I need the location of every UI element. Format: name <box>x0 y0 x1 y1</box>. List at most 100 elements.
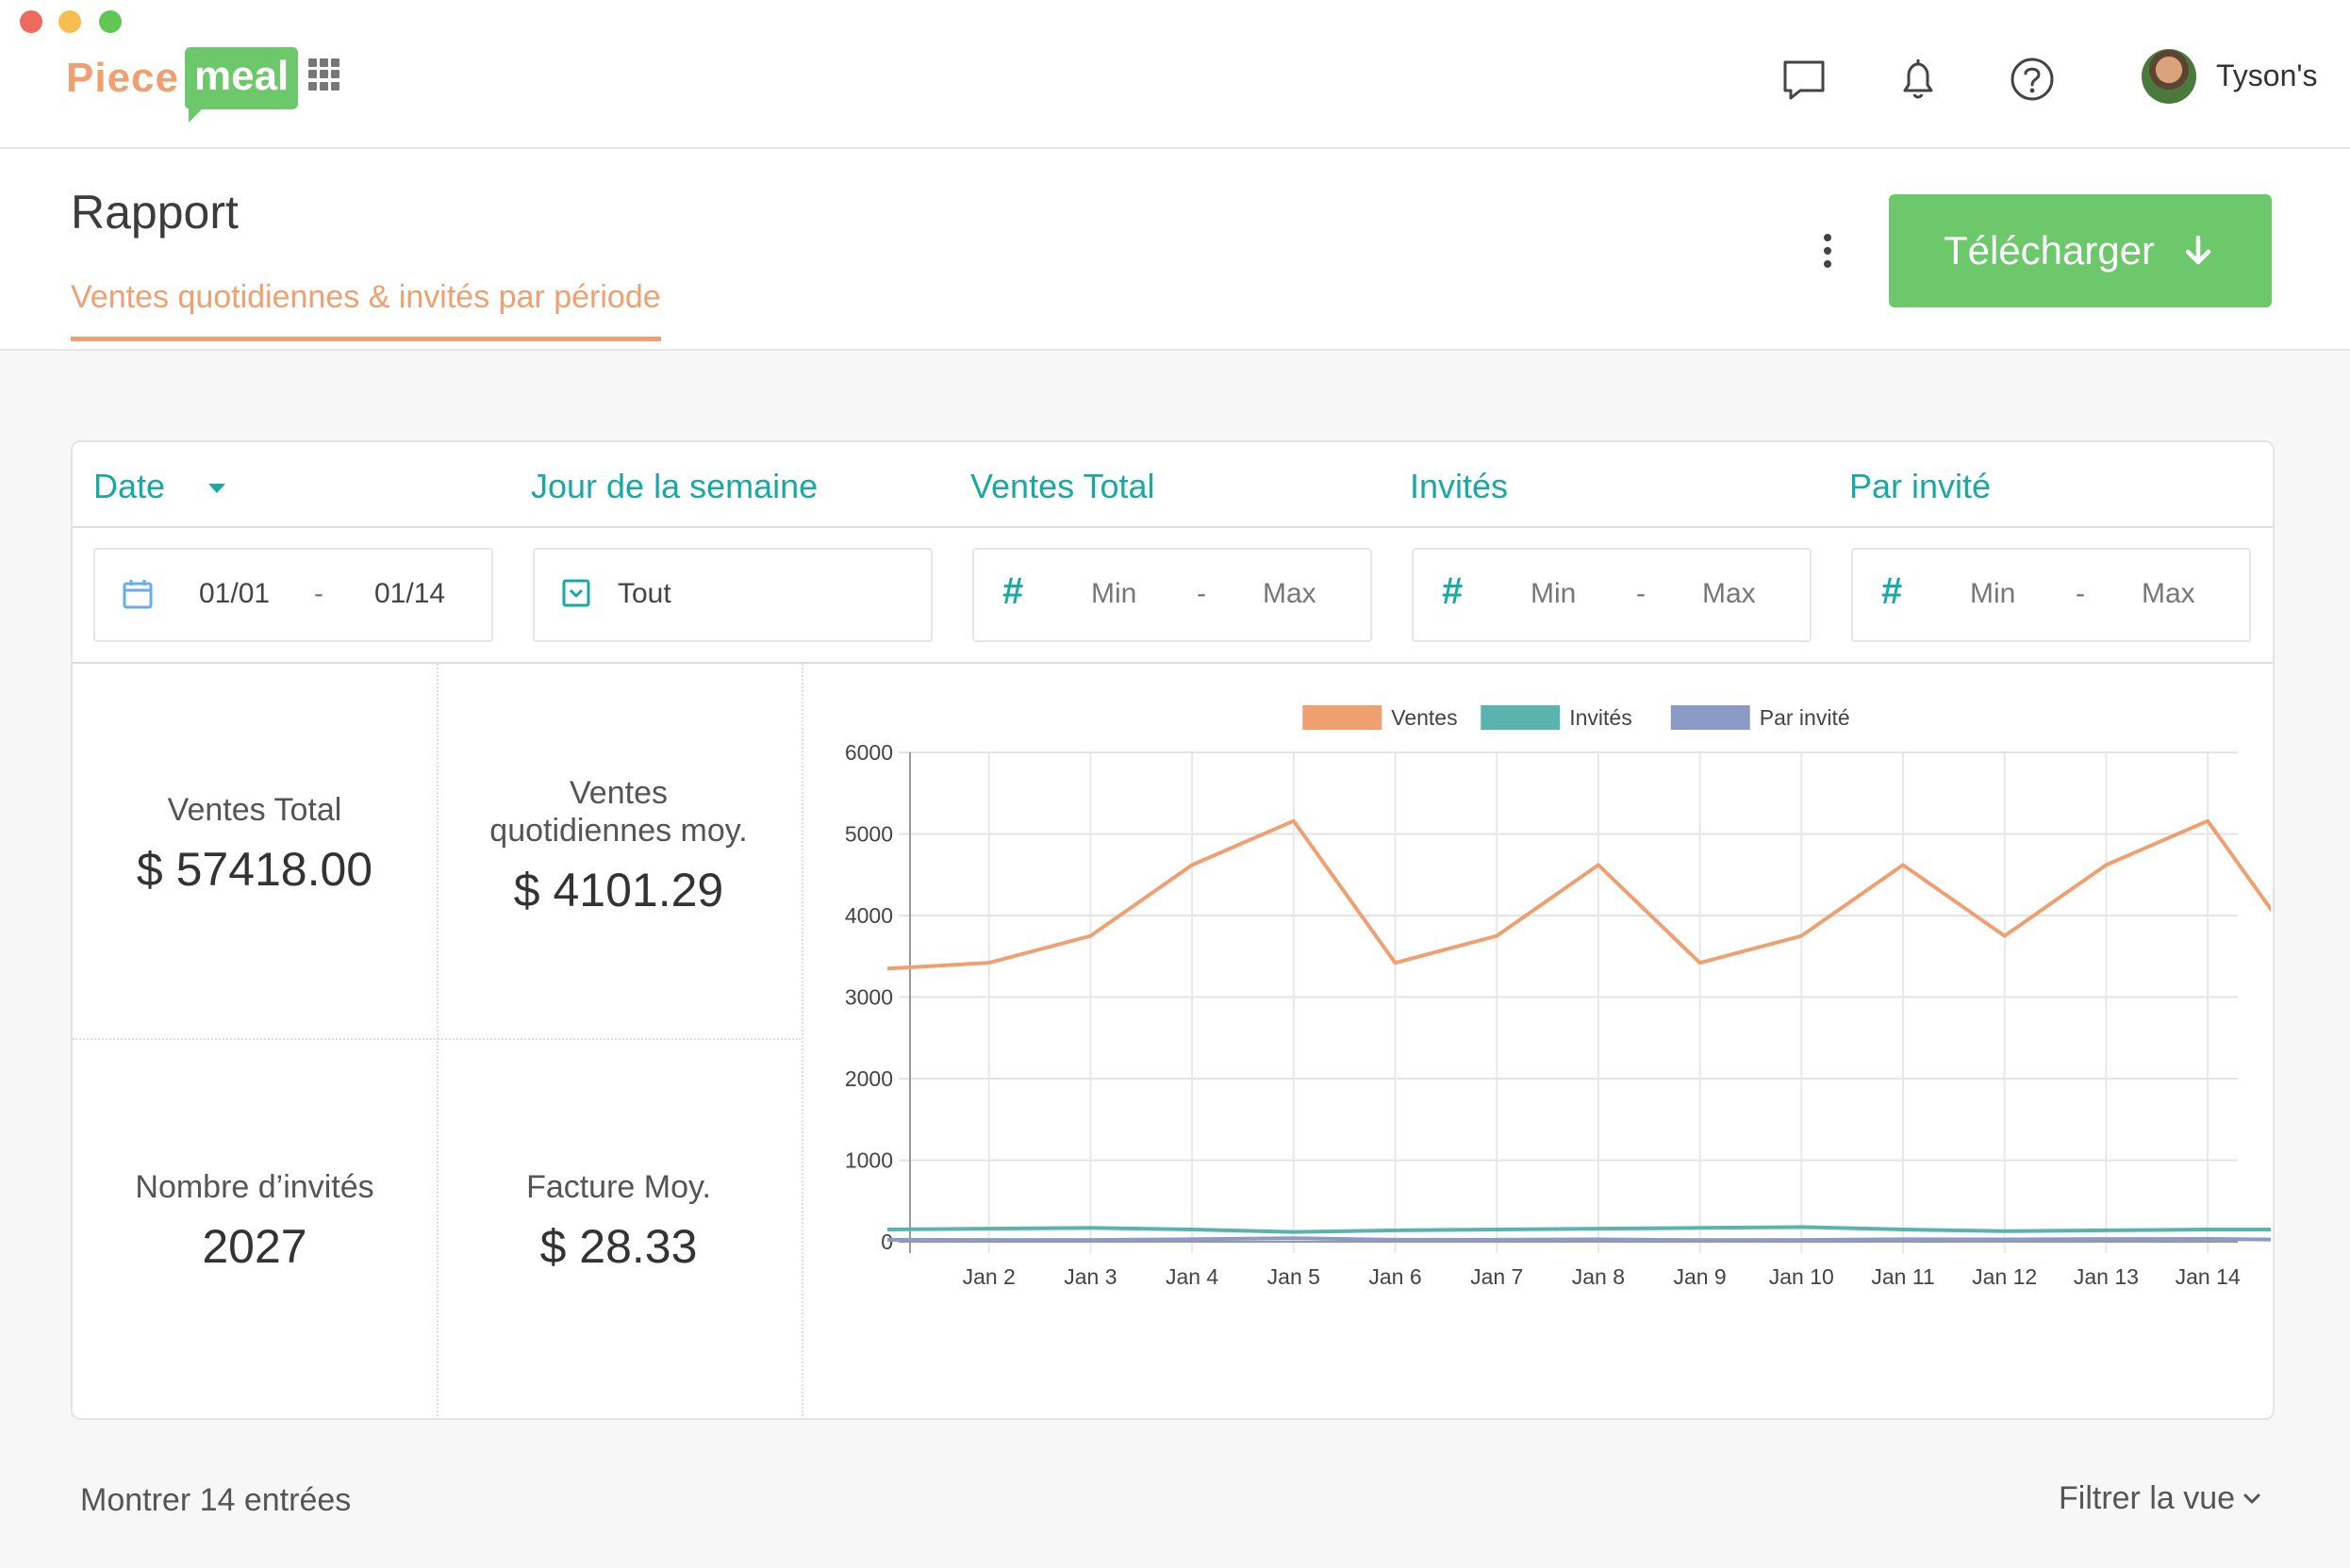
window-minimize-button[interactable] <box>58 10 81 33</box>
x-tick-label: Jan 6 <box>1368 1264 1421 1289</box>
calendar-icon <box>123 580 153 609</box>
column-header-weekday[interactable]: Jour de la semaine <box>531 467 819 505</box>
arrow-down-icon <box>2185 235 2211 265</box>
report-card: Date Jour de la semaine Ventes Total Inv… <box>71 440 2275 1420</box>
max-input[interactable]: Max <box>2142 578 2195 609</box>
guests-range-filter[interactable]: # Min - Max <box>1412 548 1812 642</box>
apps-grid-icon[interactable] <box>308 58 340 91</box>
sales-guests-line-chart: 0 1000 2000 3000 4000 5000 6000 Jan 2 Jan 3 Jan 4… <box>845 705 2271 1289</box>
stat-label: Ventes Total <box>167 792 342 828</box>
date-separator: - <box>314 578 323 609</box>
y-tick-label: 1000 <box>845 1148 893 1173</box>
date-range-filter[interactable]: 01/01 - 01/14 <box>93 548 493 642</box>
stat-value: $ 28.33 <box>539 1220 698 1273</box>
piecemeal-logo[interactable]: Piece meal <box>66 45 299 123</box>
legend-swatch <box>1302 705 1382 730</box>
stat-daily-average: Ventes quotidiennes moy. $ 4101.29 <box>437 665 801 1038</box>
header-divider <box>73 526 2273 528</box>
x-tick-label: Jan 10 <box>1769 1264 1834 1289</box>
download-button[interactable]: Télécharger <box>1889 194 2272 307</box>
legend-label: Par invité <box>1760 705 1850 730</box>
series-line-invités <box>886 1225 2271 1234</box>
total-sales-range-filter[interactable]: # Min - Max <box>972 548 1372 642</box>
stat-average-bill: Facture Moy. $ 28.33 <box>437 1040 801 1413</box>
y-tick-label: 3000 <box>845 985 893 1010</box>
help-icon[interactable] <box>2008 55 2057 104</box>
column-header-date-label: Date <box>93 467 166 505</box>
stats-divider <box>802 664 803 1416</box>
more-options-icon[interactable] <box>1822 234 1833 272</box>
user-avatar[interactable] <box>2142 49 2196 104</box>
window-zoom-button[interactable] <box>99 10 122 33</box>
tab-daily-sales-guests[interactable]: Ventes quotidiennes & invités par périod… <box>71 279 661 341</box>
weekday-filter[interactable]: Tout <box>533 548 933 642</box>
number-hash-icon: # <box>1442 570 1464 612</box>
stats-divider <box>437 664 439 1416</box>
stat-total-sales: Ventes Total $ 57418.00 <box>73 665 437 1038</box>
min-input[interactable]: Min <box>1091 578 1137 609</box>
x-tick-label: Jan 13 <box>2074 1264 2139 1289</box>
x-tick-label: Jan 5 <box>1267 1264 1320 1289</box>
number-hash-icon: # <box>1002 570 1024 612</box>
legend-swatch <box>1670 705 1750 730</box>
chevron-down-icon <box>2243 1494 2260 1503</box>
column-header-per-guest[interactable]: Par invité <box>1849 467 1992 505</box>
page-title: Rapport <box>71 186 239 239</box>
y-tick-label: 6000 <box>845 740 893 765</box>
legend-label: Invités <box>1569 705 1631 730</box>
x-tick-label: Jan 3 <box>1064 1264 1117 1289</box>
y-tick-label: 2000 <box>845 1066 893 1091</box>
y-tick-label: 4000 <box>845 903 893 928</box>
bell-icon[interactable] <box>1894 55 1943 104</box>
date-to-value[interactable]: 01/14 <box>374 578 446 609</box>
per-guest-range-filter[interactable]: # Min - Max <box>1851 548 2251 642</box>
top-bar: Piece meal Tyson's <box>0 0 2350 149</box>
entries-count[interactable]: Montrer 14 entrées <box>80 1482 352 1518</box>
stat-value: $ 57418.00 <box>136 843 373 896</box>
chat-icon[interactable] <box>1779 55 1829 104</box>
x-tick-label: Jan 8 <box>1572 1264 1625 1289</box>
user-name[interactable]: Tyson's <box>2216 58 2318 92</box>
filter-view-label: Filtrer la vue <box>2059 1480 2236 1516</box>
page-header: Rapport Ventes quotidiennes & invités pa… <box>0 149 2350 351</box>
range-separator: - <box>2076 578 2085 609</box>
stat-value: 2027 <box>202 1220 307 1273</box>
dropdown-select-icon <box>562 579 590 607</box>
legend-label: Ventes <box>1391 705 1457 730</box>
logo-text-meal: meal <box>184 47 299 123</box>
download-button-label: Télécharger <box>1943 228 2156 272</box>
number-hash-icon: # <box>1881 570 1903 612</box>
min-input[interactable]: Min <box>1970 578 2016 609</box>
max-input[interactable]: Max <box>1702 578 1756 609</box>
sort-caret-icon <box>208 484 226 494</box>
series-line-par-invité <box>886 1236 2271 1243</box>
y-tick-label: 5000 <box>845 822 893 847</box>
filter-divider <box>73 662 2273 664</box>
x-tick-label: Jan 11 <box>1871 1264 1934 1289</box>
weekday-filter-value: Tout <box>618 578 671 609</box>
x-tick-label: Jan 12 <box>1972 1264 2037 1289</box>
x-tick-label: Jan 7 <box>1470 1264 1523 1289</box>
y-tick-label: 0 <box>881 1230 893 1254</box>
x-tick-label: Jan 14 <box>2176 1264 2241 1289</box>
range-separator: - <box>1197 578 1206 609</box>
stat-label: Nombre d’invités <box>135 1169 374 1205</box>
x-tick-label: Jan 4 <box>1166 1264 1218 1289</box>
column-header-date[interactable]: Date <box>93 467 227 506</box>
window-close-button[interactable] <box>20 10 42 33</box>
legend-swatch <box>1481 705 1561 730</box>
stat-guest-count: Nombre d’invités 2027 <box>73 1040 437 1413</box>
x-tick-label: Jan 9 <box>1673 1264 1726 1289</box>
logo-text-piece: Piece <box>66 55 179 101</box>
max-input[interactable]: Max <box>1263 578 1316 609</box>
column-header-guests[interactable]: Invités <box>1410 467 1509 505</box>
stats-divider <box>73 1038 801 1040</box>
min-input[interactable]: Min <box>1531 578 1577 609</box>
x-tick-label: Jan 2 <box>963 1264 1016 1289</box>
date-from-value[interactable]: 01/01 <box>199 578 271 609</box>
stat-label: Ventes quotidiennes moy. <box>489 775 748 849</box>
filter-view-dropdown[interactable]: Filtrer la vue <box>2059 1480 2261 1517</box>
stat-label: Facture Moy. <box>526 1169 711 1205</box>
column-header-total-sales[interactable]: Ventes Total <box>970 467 1155 505</box>
series-line-ventes <box>886 818 2271 971</box>
